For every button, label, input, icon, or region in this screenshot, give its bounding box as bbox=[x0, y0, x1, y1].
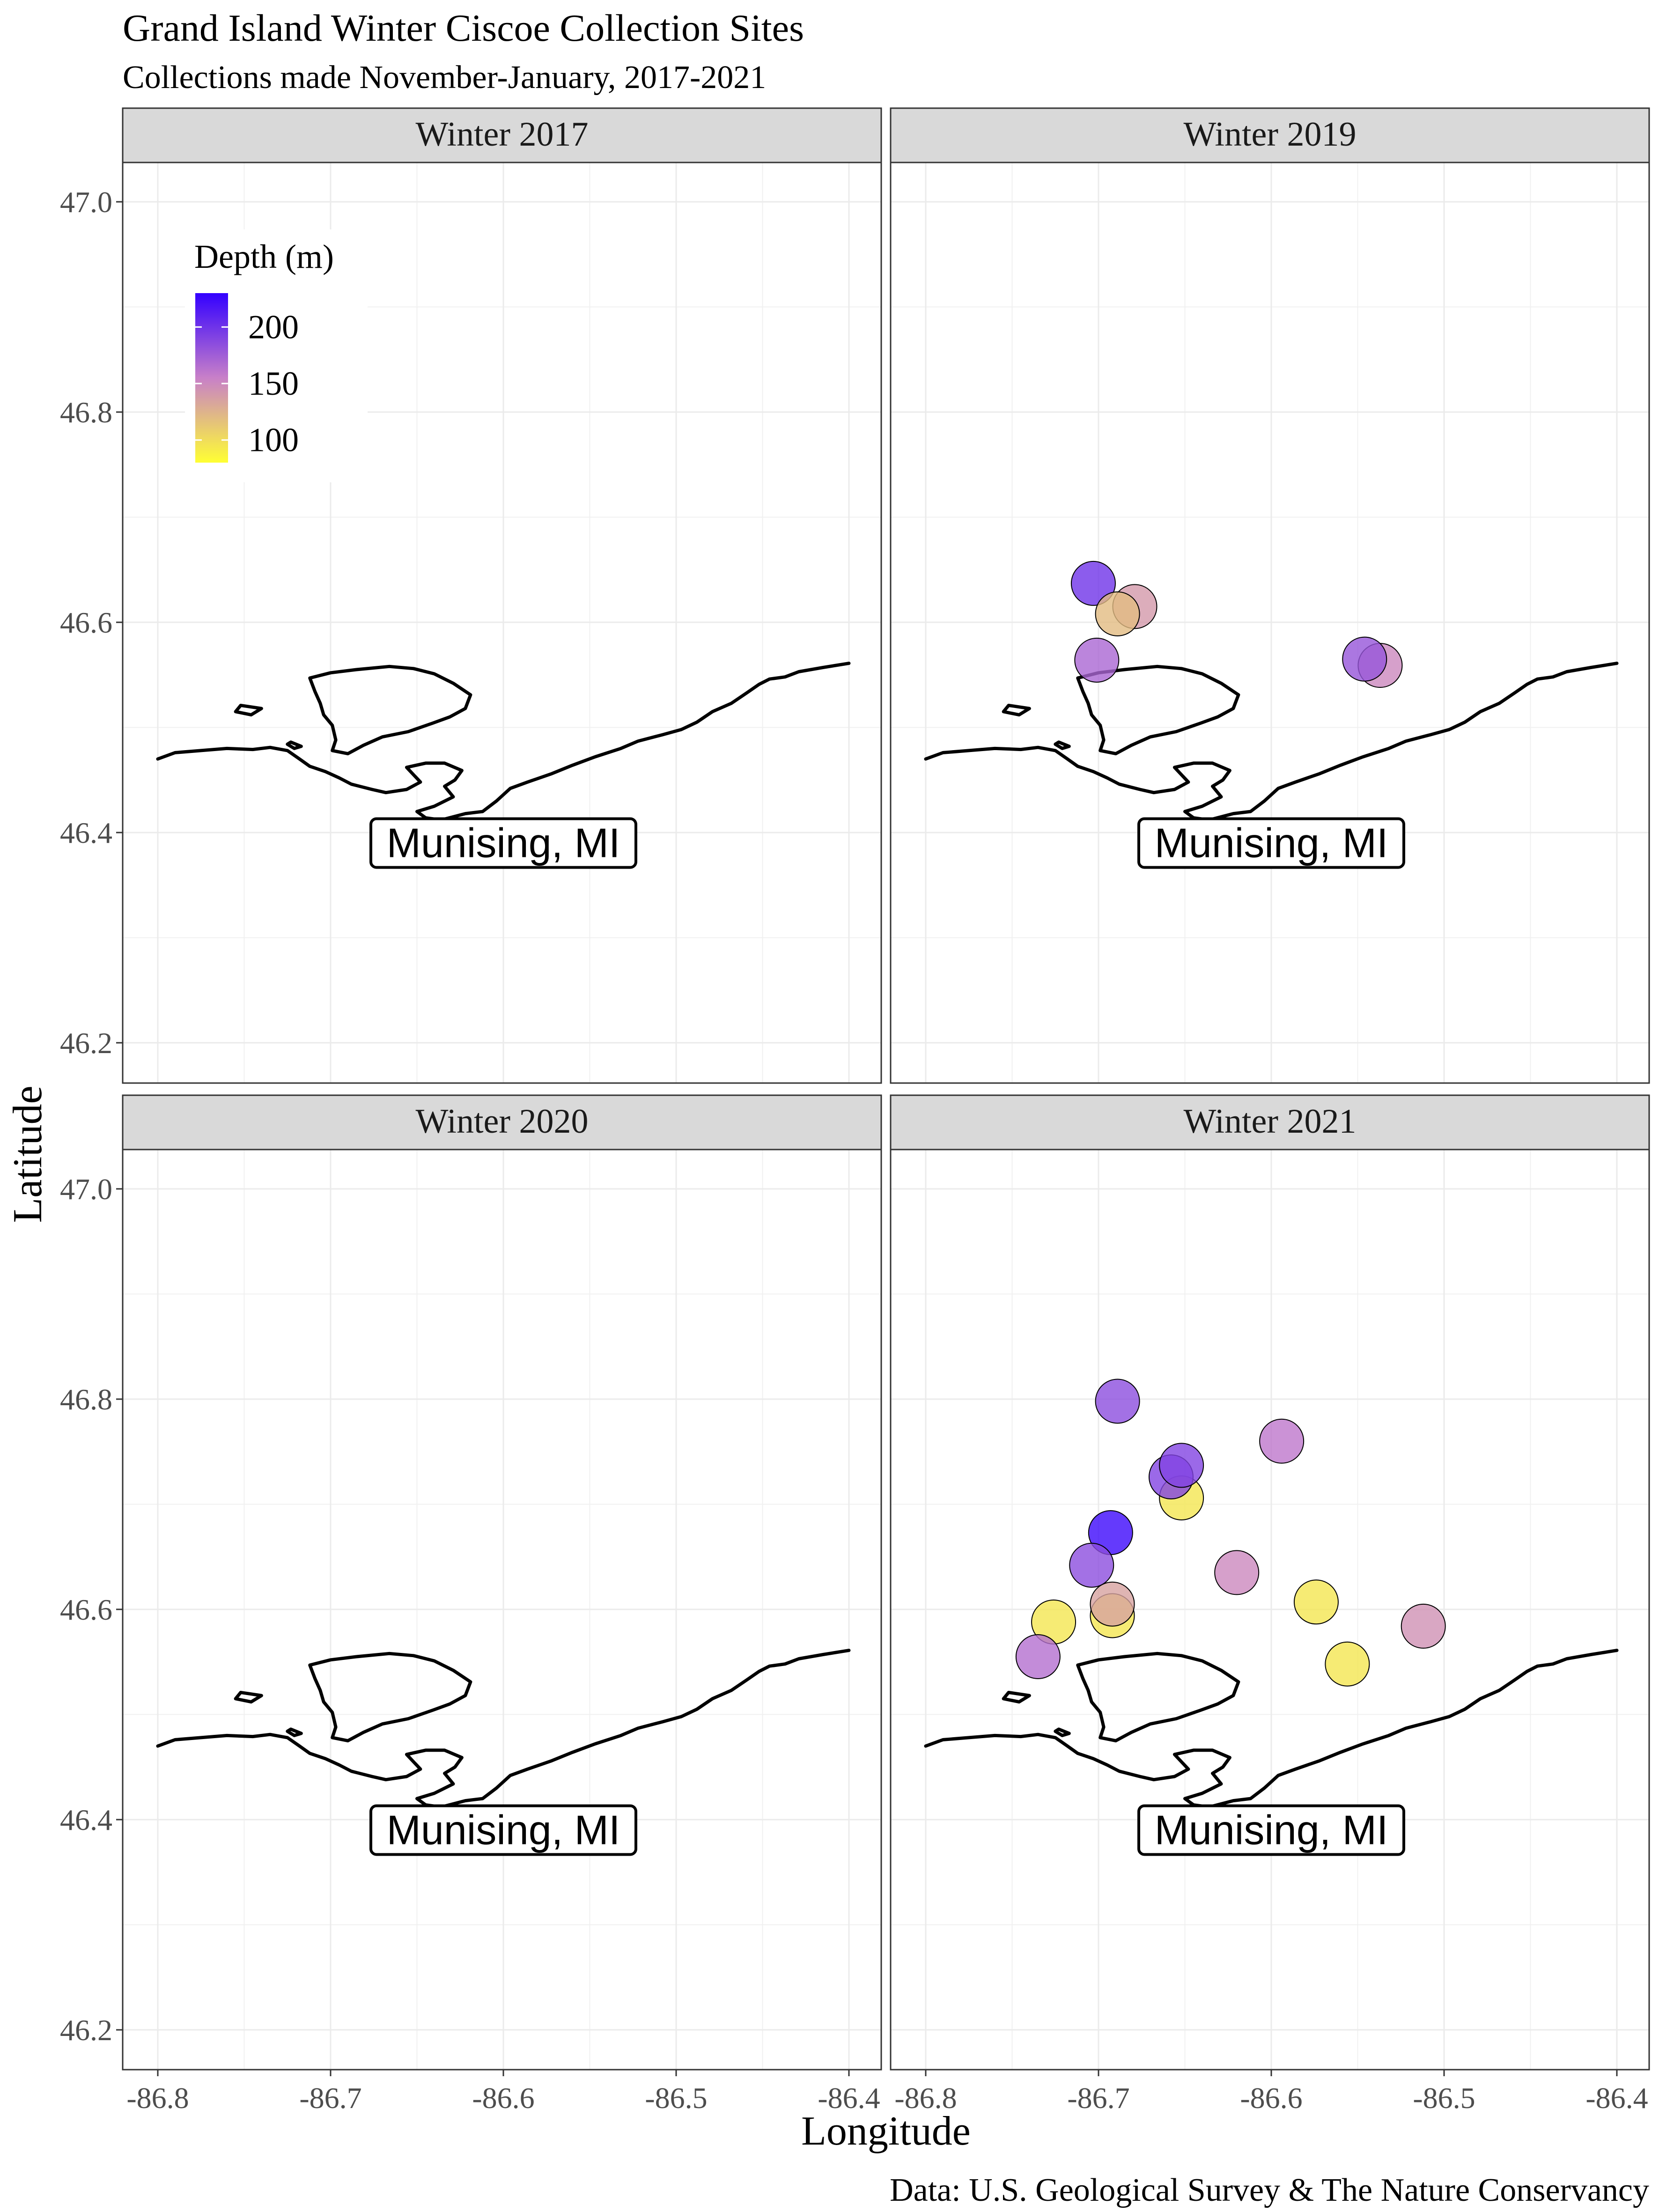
facet-strip bbox=[122, 107, 882, 163]
y-axis-label: Latitude bbox=[5, 1085, 51, 1223]
y-tick-label: 46.8 bbox=[60, 396, 112, 429]
panel-border bbox=[890, 162, 1650, 1084]
legend-tick-label: 100 bbox=[248, 421, 299, 459]
small-island-outline bbox=[1002, 1690, 1031, 1704]
grand-island-outline bbox=[308, 1652, 472, 1743]
chart-subtitle: Collections made November-January, 2017-… bbox=[123, 59, 766, 96]
legend-tick-label: 150 bbox=[248, 365, 299, 402]
coastline bbox=[156, 1649, 851, 1809]
grand-island-outline bbox=[308, 664, 472, 756]
legend: Depth (m) 200 150 100 bbox=[185, 229, 368, 482]
data-point bbox=[1074, 637, 1120, 683]
x-tick-label: -86.8 bbox=[126, 2081, 189, 2115]
facet-title: Winter 2017 bbox=[416, 115, 589, 154]
small-island-outline bbox=[1002, 703, 1031, 717]
y-tick-label: 47.0 bbox=[60, 185, 112, 219]
city-label-box bbox=[1137, 817, 1405, 869]
data-point bbox=[1095, 591, 1140, 637]
y-tick-label: 46.2 bbox=[60, 2013, 112, 2047]
data-point bbox=[1293, 1579, 1339, 1625]
data-point bbox=[1159, 1443, 1204, 1488]
data-point bbox=[1090, 1581, 1135, 1627]
facet-panel-1: Winter 2019 Munising, MI bbox=[890, 107, 1650, 1084]
legend-title: Depth (m) bbox=[194, 238, 334, 275]
data-caption: Data: U.S. Geological Survey & The Natur… bbox=[890, 2172, 1649, 2208]
x-tick-label: -86.6 bbox=[1240, 2081, 1302, 2115]
grand-island-outline bbox=[1076, 1652, 1240, 1743]
y-tick-label: 46.2 bbox=[60, 1026, 112, 1060]
x-tick-label: -86.8 bbox=[894, 2081, 957, 2115]
data-point bbox=[1325, 1641, 1370, 1687]
facet-panels: Winter 2017 Munising, MI 47.0 46.8 46.6 46.4 4… bbox=[60, 107, 1650, 2115]
facet-strip bbox=[122, 1094, 882, 1150]
y-tick-label: 47.0 bbox=[60, 1172, 112, 1206]
city-label: Munising, MI bbox=[1155, 819, 1388, 866]
x-tick-label: -86.4 bbox=[1585, 2081, 1648, 2115]
y-tick-label: 46.6 bbox=[60, 606, 112, 639]
mainland-shore bbox=[156, 1649, 851, 1809]
facet-panel-3: Winter 2021 Munising, MI -86.8 -86.7 -86.6 -8… bbox=[890, 1094, 1650, 2115]
panel-border bbox=[890, 1149, 1650, 2071]
tiny-island-outline bbox=[1054, 740, 1071, 750]
city-label: Munising, MI bbox=[1155, 1806, 1388, 1853]
small-island-outline bbox=[234, 1690, 263, 1704]
data-point bbox=[1070, 560, 1116, 606]
data-point bbox=[1069, 1542, 1114, 1588]
city-label-box bbox=[369, 1804, 637, 1856]
grand-island-outline bbox=[1076, 664, 1240, 756]
facet-title: Winter 2021 bbox=[1184, 1102, 1357, 1141]
data-point bbox=[1214, 1550, 1260, 1595]
coastline bbox=[924, 1649, 1619, 1809]
facet-panel-0: Winter 2017 Munising, MI 47.0 46.8 46.6 46.4 4… bbox=[60, 107, 882, 1084]
x-axis-label: Longitude bbox=[801, 2109, 971, 2154]
city-label: Munising, MI bbox=[387, 1806, 620, 1853]
data-point bbox=[1015, 1634, 1061, 1680]
coastline bbox=[156, 662, 851, 822]
mainland-shore bbox=[924, 1649, 1619, 1809]
x-tick-label: -86.5 bbox=[645, 2081, 707, 2115]
facet-strip bbox=[890, 107, 1650, 163]
data-point bbox=[1401, 1603, 1446, 1649]
x-tick-label: -86.7 bbox=[1067, 2081, 1129, 2115]
data-point bbox=[1095, 1379, 1140, 1424]
facet-title: Winter 2020 bbox=[416, 1102, 589, 1141]
chart-title: Grand Island Winter Ciscoe Collection Si… bbox=[123, 7, 804, 49]
x-tick-label: -86.4 bbox=[818, 2081, 880, 2115]
legend-colorbar bbox=[195, 293, 228, 463]
y-tick-label: 46.4 bbox=[60, 816, 112, 849]
x-tick-label: -86.5 bbox=[1413, 2081, 1475, 2115]
tiny-island-outline bbox=[286, 1727, 303, 1737]
mainland-shore bbox=[924, 662, 1619, 822]
y-tick-label: 46.4 bbox=[60, 1803, 112, 1836]
small-island-outline bbox=[234, 703, 263, 717]
legend-tick-label: 200 bbox=[248, 308, 299, 346]
facet-panel-2: Winter 2020 Munising, MI 47.0 46.8 46.6 46.4 4… bbox=[60, 1094, 882, 2115]
data-point bbox=[1259, 1418, 1305, 1464]
city-label-box bbox=[1137, 1804, 1405, 1856]
tiny-island-outline bbox=[286, 740, 303, 750]
data-point bbox=[1342, 636, 1387, 682]
mainland-shore bbox=[156, 662, 851, 822]
tiny-island-outline bbox=[1054, 1727, 1071, 1737]
facet-title: Winter 2019 bbox=[1184, 115, 1357, 154]
city-label: Munising, MI bbox=[387, 819, 620, 866]
x-tick-label: -86.7 bbox=[299, 2081, 361, 2115]
x-tick-label: -86.6 bbox=[472, 2081, 534, 2115]
city-label-box bbox=[369, 817, 637, 869]
coastline bbox=[924, 662, 1619, 822]
y-tick-label: 46.8 bbox=[60, 1383, 112, 1416]
y-tick-label: 46.6 bbox=[60, 1593, 112, 1626]
